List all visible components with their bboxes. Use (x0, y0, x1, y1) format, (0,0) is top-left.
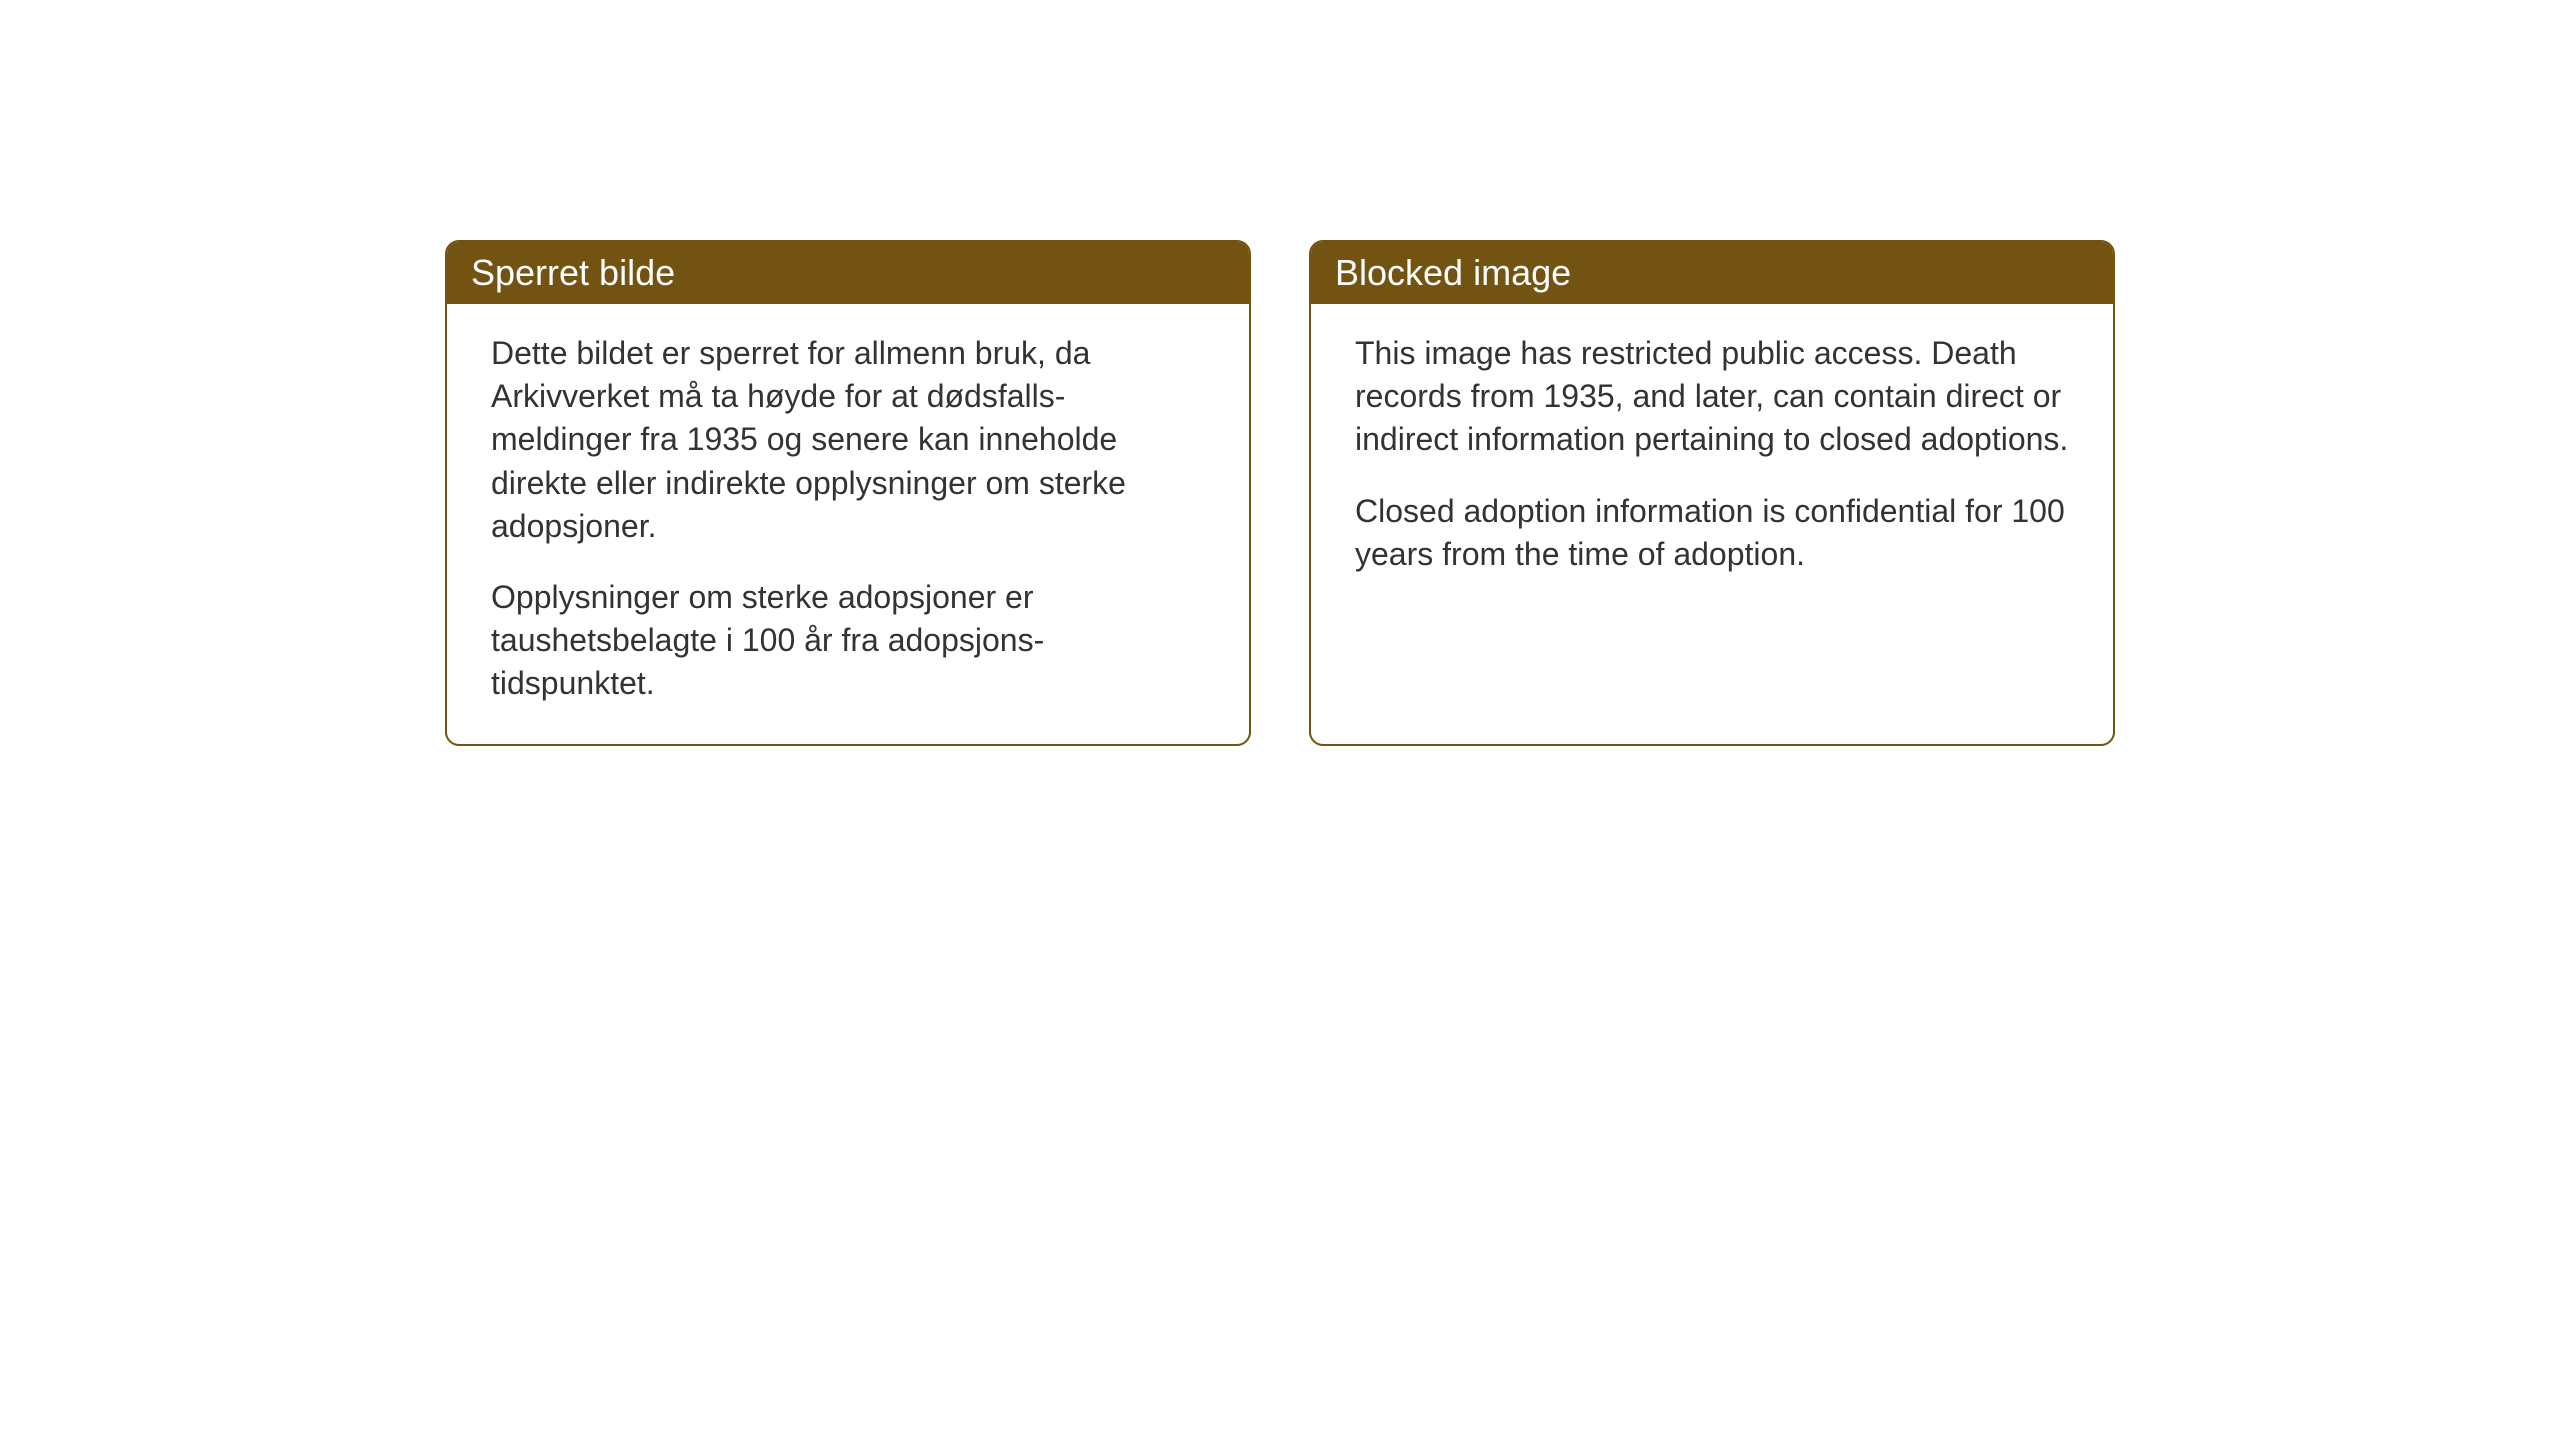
notice-card-norwegian: Sperret bilde Dette bildet er sperret fo… (445, 240, 1251, 746)
card-body-norwegian: Dette bildet er sperret for allmenn bruk… (447, 304, 1249, 744)
card-title-english: Blocked image (1335, 252, 1571, 293)
notice-card-english: Blocked image This image has restricted … (1309, 240, 2115, 746)
card-body-english: This image has restricted public access.… (1311, 304, 2113, 654)
card-paragraph1-english: This image has restricted public access.… (1355, 332, 2069, 462)
card-header-english: Blocked image (1311, 242, 2113, 304)
card-title-norwegian: Sperret bilde (471, 252, 675, 293)
card-paragraph2-english: Closed adoption information is confident… (1355, 490, 2069, 576)
card-paragraph2-norwegian: Opplysninger om sterke adopsjoner er tau… (491, 576, 1205, 706)
card-header-norwegian: Sperret bilde (447, 242, 1249, 304)
notice-container: Sperret bilde Dette bildet er sperret fo… (445, 240, 2115, 746)
card-paragraph1-norwegian: Dette bildet er sperret for allmenn bruk… (491, 332, 1205, 548)
